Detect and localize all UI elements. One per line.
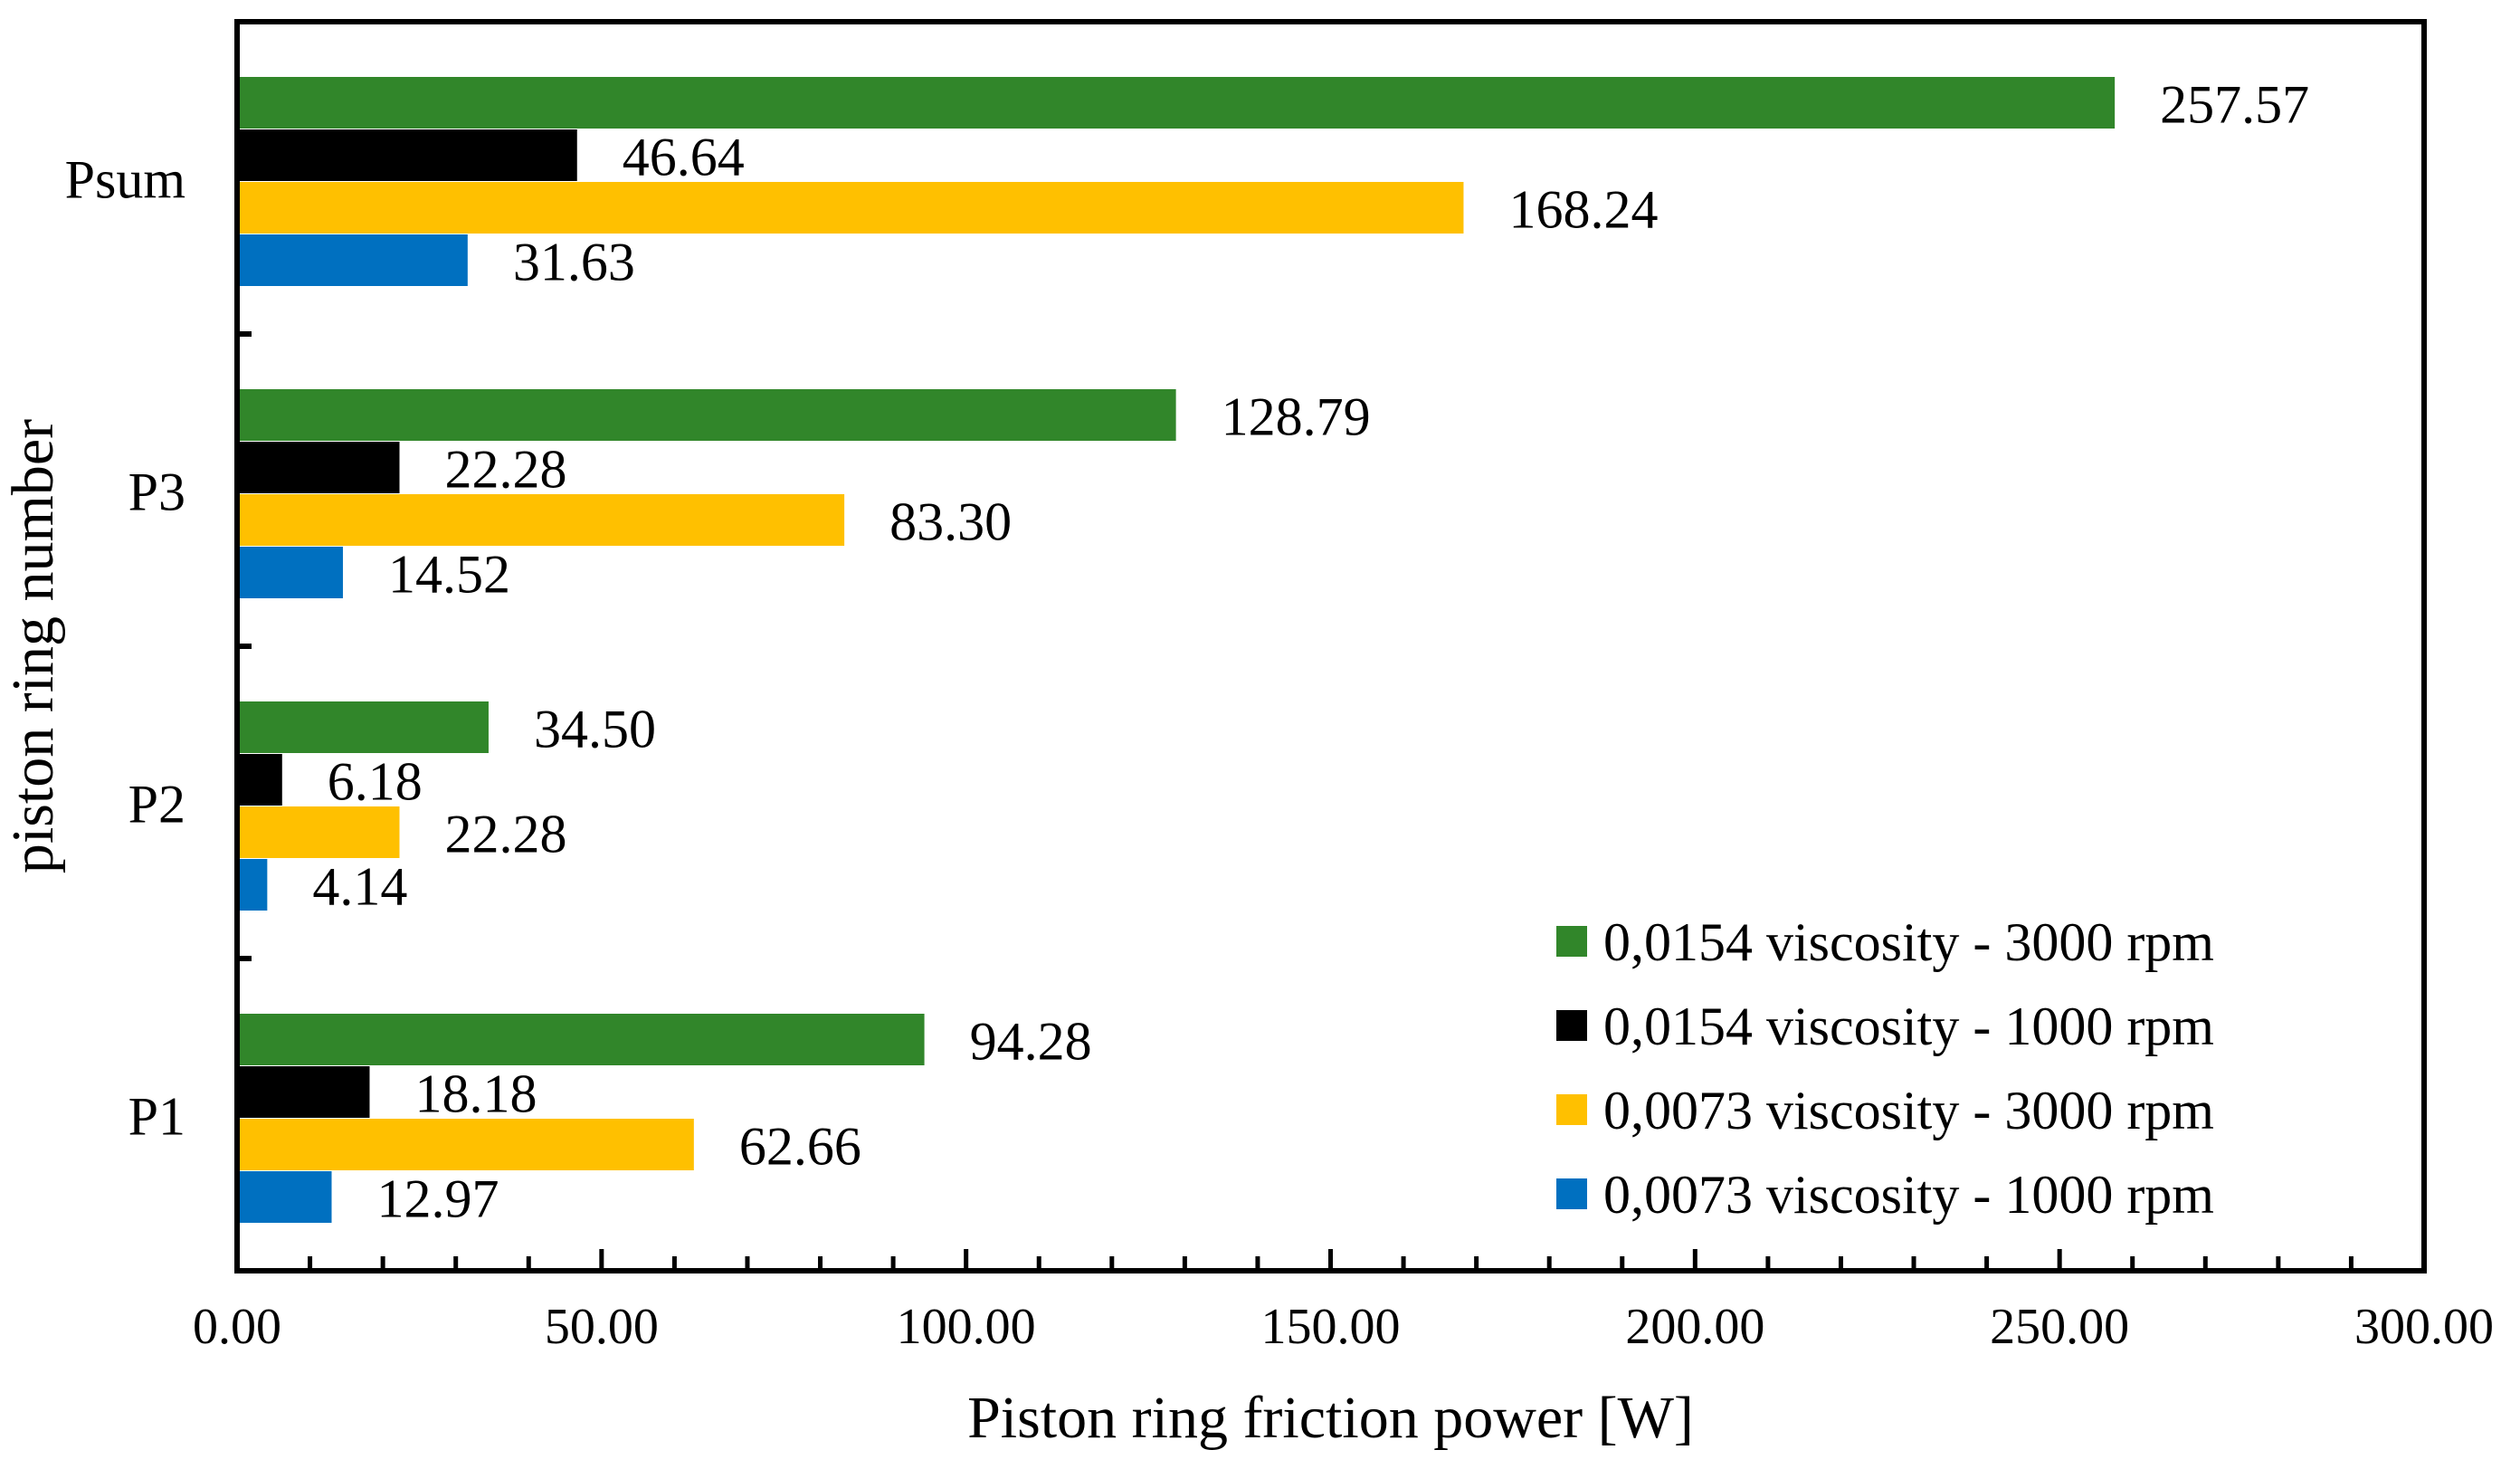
data-label: 34.50 bbox=[534, 700, 656, 759]
legend-swatch bbox=[1556, 1178, 1587, 1209]
category-label: Psum bbox=[65, 150, 185, 210]
x-axis-title: Piston ring friction power [W] bbox=[967, 1385, 1694, 1451]
x-tick-label: 100.00 bbox=[897, 1299, 1036, 1355]
data-label: 168.24 bbox=[1508, 180, 1658, 240]
bar bbox=[240, 806, 400, 858]
x-tick-label: 200.00 bbox=[1625, 1299, 1764, 1355]
legend-label: 0,0073 viscosity - 3000 rpm bbox=[1603, 1081, 2214, 1140]
legend: 0,0154 viscosity - 3000 rpm 0,0154 viscos… bbox=[1556, 912, 2214, 1225]
legend-swatch bbox=[1556, 1010, 1587, 1041]
data-label: 14.52 bbox=[388, 545, 510, 605]
category-label: P3 bbox=[128, 463, 185, 522]
bar bbox=[240, 389, 1176, 441]
bar bbox=[240, 1066, 370, 1118]
data-label: 22.28 bbox=[445, 440, 567, 500]
bars bbox=[240, 77, 2116, 1223]
data-label: 6.18 bbox=[328, 752, 423, 812]
bar bbox=[240, 1014, 925, 1065]
bar bbox=[240, 1119, 694, 1170]
data-label: 83.30 bbox=[889, 492, 1012, 552]
data-label: 46.64 bbox=[623, 128, 745, 187]
x-axis: 0.00 50.00 100.00 150.00 200.00 250.00 300.00 bbox=[193, 1249, 2494, 1355]
data-label: 62.66 bbox=[739, 1117, 861, 1177]
category-label: P1 bbox=[128, 1087, 185, 1147]
y-axis-title: piston ring number bbox=[0, 419, 66, 873]
bar bbox=[240, 1171, 332, 1223]
y-axis: P1 P2 P3 Psum bbox=[65, 150, 252, 1147]
data-label: 257.57 bbox=[2160, 75, 2309, 135]
bar bbox=[240, 754, 282, 806]
bar bbox=[240, 859, 268, 911]
bar bbox=[240, 234, 468, 286]
x-tick-label: 0.00 bbox=[193, 1299, 281, 1355]
x-tick-label: 300.00 bbox=[2354, 1299, 2494, 1355]
data-label: 4.14 bbox=[312, 857, 407, 917]
data-label: 128.79 bbox=[1222, 387, 1371, 447]
legend-swatch bbox=[1556, 926, 1587, 957]
bar bbox=[240, 442, 400, 493]
legend-label: 0,0073 viscosity - 1000 rpm bbox=[1603, 1165, 2214, 1225]
x-tick-label: 50.00 bbox=[545, 1299, 659, 1355]
data-label: 18.18 bbox=[414, 1064, 537, 1124]
category-label: P2 bbox=[128, 775, 185, 835]
bar bbox=[240, 494, 845, 546]
bar bbox=[240, 547, 343, 598]
data-label: 94.28 bbox=[970, 1012, 1092, 1072]
legend-label: 0,0154 viscosity - 1000 rpm bbox=[1603, 997, 2214, 1056]
data-label: 12.97 bbox=[376, 1169, 499, 1229]
data-label: 31.63 bbox=[513, 233, 635, 292]
data-labels: 94.28 18.18 62.66 12.97 34.50 6.18 22.28 4.14 12… bbox=[312, 75, 2309, 1229]
bar bbox=[240, 77, 2116, 129]
bar bbox=[240, 182, 1464, 234]
legend-label: 0,0154 viscosity - 3000 rpm bbox=[1603, 912, 2214, 972]
bar bbox=[240, 129, 577, 181]
legend-swatch bbox=[1556, 1094, 1587, 1125]
x-tick-label: 150.00 bbox=[1261, 1299, 1401, 1355]
bar bbox=[240, 701, 489, 753]
x-tick-label: 250.00 bbox=[1990, 1299, 2129, 1355]
data-label: 22.28 bbox=[445, 805, 567, 864]
